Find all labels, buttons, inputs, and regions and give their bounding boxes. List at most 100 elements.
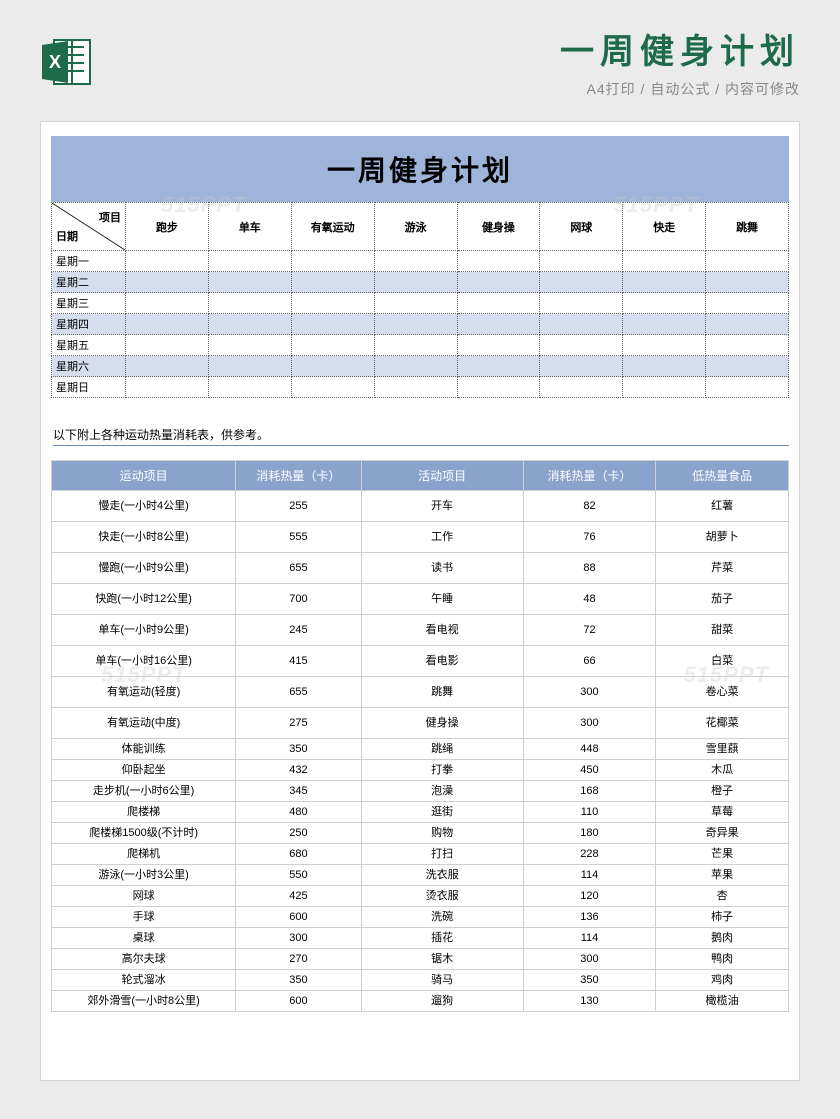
table-row: 星期六 [52,356,789,377]
cal-cell: 600 [236,907,361,928]
plan-cell[interactable] [540,272,623,293]
cal-cell: 手球 [52,907,236,928]
plan-cell[interactable] [291,377,374,398]
cal-cell: 慢跑(一小时9公里) [52,553,236,584]
cal-cell: 88 [523,553,656,584]
plan-cell[interactable] [623,314,706,335]
plan-cell[interactable] [126,335,209,356]
plan-cell[interactable] [374,293,457,314]
plan-cell[interactable] [457,272,540,293]
plan-cell[interactable] [208,377,291,398]
plan-cell[interactable] [126,314,209,335]
cal-cell: 工作 [361,522,523,553]
table-row: 爬楼梯480逛街110草莓 [52,802,789,823]
plan-cell[interactable] [540,377,623,398]
plan-cell[interactable] [374,377,457,398]
plan-cell[interactable] [706,377,789,398]
plan-cell[interactable] [540,314,623,335]
plan-cell[interactable] [208,314,291,335]
cal-cell: 700 [236,584,361,615]
cal-cell: 胡萝卜 [656,522,789,553]
plan-cell[interactable] [706,251,789,272]
svg-text:X: X [49,52,61,72]
cal-cell: 烫衣服 [361,886,523,907]
plan-cell[interactable] [208,272,291,293]
col-header: 游泳 [374,203,457,251]
plan-cell[interactable] [706,356,789,377]
cal-cell: 午睡 [361,584,523,615]
cal-cell: 120 [523,886,656,907]
cal-cell: 雪里蕻 [656,739,789,760]
table-row: 体能训练350跳绳448雪里蕻 [52,739,789,760]
plan-cell[interactable] [126,356,209,377]
plan-cell[interactable] [291,314,374,335]
cal-cell: 桌球 [52,928,236,949]
cal-cell: 有氧运动(轻度) [52,677,236,708]
cal-cell: 555 [236,522,361,553]
plan-cell[interactable] [457,335,540,356]
cal-cell: 遛狗 [361,991,523,1012]
plan-cell[interactable] [291,335,374,356]
plan-cell[interactable] [208,251,291,272]
plan-cell[interactable] [706,293,789,314]
plan-cell[interactable] [706,272,789,293]
plan-cell[interactable] [706,314,789,335]
plan-cell[interactable] [374,314,457,335]
plan-cell[interactable] [374,251,457,272]
plan-cell[interactable] [291,356,374,377]
table-row: 星期三 [52,293,789,314]
plan-cell[interactable] [623,272,706,293]
plan-cell[interactable] [623,293,706,314]
day-cell: 星期五 [52,335,126,356]
table-row: 有氧运动(轻度)655跳舞300卷心菜 [52,677,789,708]
plan-cell[interactable] [126,272,209,293]
cal-cell: 苹果 [656,865,789,886]
plan-cell[interactable] [623,251,706,272]
plan-cell[interactable] [208,293,291,314]
plan-cell[interactable] [291,251,374,272]
plan-cell[interactable] [374,335,457,356]
cal-cell: 卷心菜 [656,677,789,708]
plan-cell[interactable] [540,335,623,356]
cal-header: 运动项目 [52,461,236,491]
cal-cell: 草莓 [656,802,789,823]
plan-cell[interactable] [126,377,209,398]
cal-cell: 爬楼梯 [52,802,236,823]
cal-cell: 插花 [361,928,523,949]
plan-cell[interactable] [208,335,291,356]
plan-cell[interactable] [126,251,209,272]
plan-cell[interactable] [457,251,540,272]
plan-cell[interactable] [374,272,457,293]
day-cell: 星期三 [52,293,126,314]
cal-cell: 橄榄油 [656,991,789,1012]
plan-cell[interactable] [457,293,540,314]
plan-cell[interactable] [457,356,540,377]
plan-cell[interactable] [540,251,623,272]
plan-cell[interactable] [208,356,291,377]
plan-cell[interactable] [623,356,706,377]
cal-cell: 走步机(一小时6公里) [52,781,236,802]
plan-cell[interactable] [126,293,209,314]
table-row: 网球425烫衣服120杏 [52,886,789,907]
cal-cell: 看电视 [361,615,523,646]
plan-cell[interactable] [706,335,789,356]
plan-cell[interactable] [540,356,623,377]
plan-cell[interactable] [623,377,706,398]
plan-cell[interactable] [457,377,540,398]
cal-header: 消耗热量（卡） [236,461,361,491]
cal-cell: 读书 [361,553,523,584]
plan-cell[interactable] [291,293,374,314]
cal-cell: 打扫 [361,844,523,865]
plan-table: 项目 日期 跑步 单车 有氧运动 游泳 健身操 网球 快走 跳舞 星期一星期二星… [51,202,789,398]
plan-cell[interactable] [540,293,623,314]
cal-cell: 114 [523,865,656,886]
plan-cell[interactable] [457,314,540,335]
page-subtitle: A4打印 / 自动公式 / 内容可修改 [114,79,800,99]
plan-cell[interactable] [374,356,457,377]
plan-cell[interactable] [291,272,374,293]
cal-cell: 花椰菜 [656,708,789,739]
cal-cell: 480 [236,802,361,823]
table-row: 单车(一小时9公里)245看电视72甜菜 [52,615,789,646]
table-row: 慢走(一小时4公里)255开车82红薯 [52,491,789,522]
plan-cell[interactable] [623,335,706,356]
